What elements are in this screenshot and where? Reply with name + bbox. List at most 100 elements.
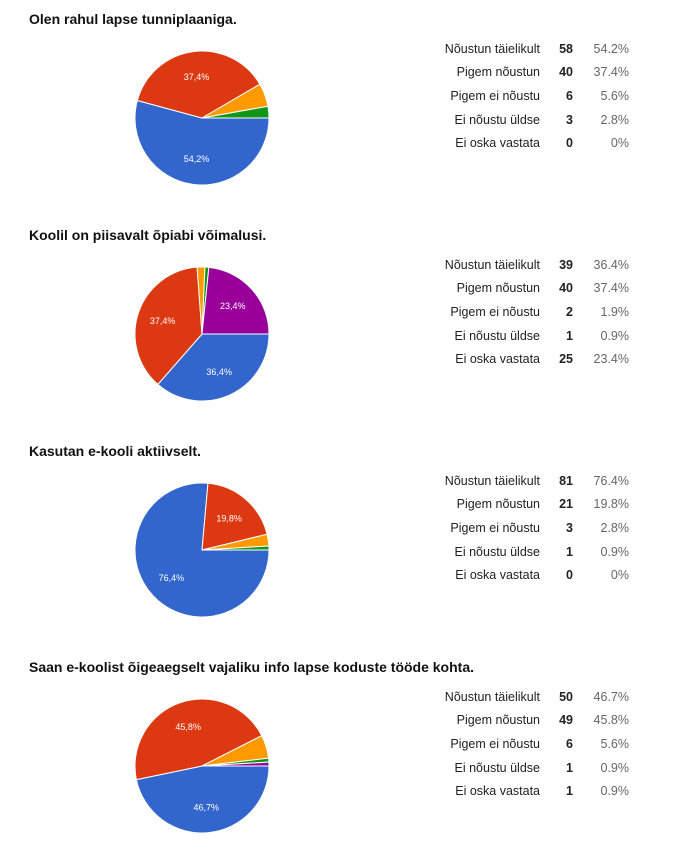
answer-label: Pigem ei nõustu — [450, 736, 540, 751]
answer-percent: 0.9% — [600, 328, 630, 343]
answer-label: Ei nõustu üldse — [454, 760, 540, 775]
pie-slice — [201, 761, 270, 767]
answer-count: 0 — [566, 568, 573, 583]
answer-count: 6 — [566, 88, 573, 103]
answer-label: Pigem ei nõustu — [450, 304, 540, 319]
answer-percent: 54.2% — [593, 41, 629, 56]
question-title: Saan e-koolist õigeaegselt vajaliku info… — [29, 659, 474, 675]
question-title: Olen rahul lapse tunniplaaniga. — [29, 11, 237, 27]
answer-count: 21 — [559, 497, 573, 512]
response-table: Nõustun täielikult 81 76.4% Pigem nõustun 21… — [420, 469, 629, 587]
slice-label: 19,8% — [216, 514, 242, 524]
response-row: Ei nõustu üldse 1 0.9% — [420, 324, 629, 348]
pie-slice — [134, 698, 263, 781]
response-row: Nõustun täielikult 39 36.4% — [420, 253, 629, 277]
answer-count: 0 — [566, 136, 573, 151]
pie-slice — [136, 50, 261, 119]
question-title: Kasutan e-kooli aktiivselt. — [29, 443, 201, 459]
answer-count: 40 — [559, 281, 573, 296]
slice-label: 37,4% — [184, 72, 210, 82]
slice-label: 45,8% — [175, 722, 201, 732]
answer-count: 1 — [566, 328, 573, 343]
response-row: Pigem nõustun 21 19.8% — [420, 493, 629, 517]
question-block-2: Koolil on piisavalt õpiabi võimalusi. 36… — [0, 216, 695, 432]
response-row: Ei oska vastata 25 23.4% — [420, 347, 629, 371]
answer-label: Ei oska vastata — [455, 784, 540, 799]
answer-label: Ei nõustu üldse — [454, 544, 540, 559]
answer-percent: 46.7% — [593, 689, 629, 704]
response-row: Pigem ei nõustu 6 5.6% — [420, 84, 629, 108]
pie-slice — [135, 765, 270, 834]
answer-count: 25 — [559, 352, 573, 367]
answer-percent: 5.6% — [600, 736, 630, 751]
answer-count: 49 — [559, 713, 573, 728]
pie-slice — [201, 105, 270, 119]
answer-percent: 0% — [610, 568, 629, 583]
answer-label: Pigem ei nõustu — [450, 520, 540, 535]
response-row: Ei oska vastata 0 0% — [420, 563, 629, 587]
response-table: Nõustun täielikult 50 46.7% Pigem nõustun 49… — [420, 685, 629, 803]
answer-count: 58 — [559, 41, 573, 56]
slice-label: 54,2% — [184, 154, 210, 164]
question-block-4: Saan e-koolist õigeaegselt vajaliku info… — [0, 648, 695, 864]
answer-label: Pigem ei nõustu — [450, 88, 540, 103]
answer-label: Nõustun täielikult — [444, 41, 540, 56]
answer-count: 1 — [566, 760, 573, 775]
answer-percent: 0% — [610, 136, 629, 151]
response-row: Pigem nõustun 40 37.4% — [420, 61, 629, 85]
answer-label: Nõustun täielikult — [444, 689, 540, 704]
answer-label: Ei oska vastata — [455, 352, 540, 367]
response-row: Nõustun täielikult 81 76.4% — [420, 469, 629, 493]
slice-label: 46,7% — [194, 802, 220, 812]
answer-count: 39 — [559, 257, 573, 272]
answer-percent: 0.9% — [600, 784, 630, 799]
answer-percent: 37.4% — [593, 65, 629, 80]
answer-label: Ei nõustu üldse — [454, 112, 540, 127]
answer-label: Pigem nõustun — [456, 281, 540, 296]
answer-label: Pigem nõustun — [456, 497, 540, 512]
question-title: Koolil on piisavalt õpiabi võimalusi. — [29, 227, 267, 243]
pie-slice — [134, 482, 270, 618]
question-block-1: Olen rahul lapse tunniplaaniga. 54,2% 37,… — [0, 0, 695, 216]
answer-label: Nõustun täielikult — [444, 257, 540, 272]
pie-slice — [201, 482, 268, 551]
answer-percent: 36.4% — [593, 257, 629, 272]
pie-slice — [157, 333, 270, 402]
answer-count: 1 — [566, 784, 573, 799]
pie-slice — [201, 545, 270, 551]
answer-count: 81 — [559, 473, 573, 488]
pie-chart: 76,4% 19,8% — [134, 482, 270, 618]
answer-count: 3 — [566, 520, 573, 535]
answer-percent: 76.4% — [593, 473, 629, 488]
answer-percent: 0.9% — [600, 760, 630, 775]
response-row: Pigem nõustun 40 37.4% — [420, 277, 629, 301]
pie-chart: 54,2% 37,4% — [134, 50, 270, 186]
answer-label: Ei oska vastata — [455, 136, 540, 151]
response-row: Ei oska vastata 0 0% — [420, 131, 629, 155]
slice-label: 23,4% — [220, 301, 246, 311]
answer-label: Ei nõustu üldse — [454, 328, 540, 343]
response-row: Pigem nõustun 49 45.8% — [420, 709, 629, 733]
response-row: Ei oska vastata 1 0.9% — [420, 779, 629, 803]
response-row: Ei nõustu üldse 3 2.8% — [420, 108, 629, 132]
pie-chart: 46,7% 45,8% — [134, 698, 270, 834]
response-table: Nõustun täielikult 58 54.2% Pigem nõustun 40… — [420, 37, 629, 155]
answer-percent: 45.8% — [593, 713, 629, 728]
answer-count: 2 — [566, 304, 573, 319]
answer-percent: 23.4% — [593, 352, 629, 367]
response-row: Nõustun täielikult 50 46.7% — [420, 685, 629, 709]
response-row: Pigem ei nõustu 3 2.8% — [420, 516, 629, 540]
response-row: Pigem ei nõustu 2 1.9% — [420, 300, 629, 324]
answer-percent: 5.6% — [600, 88, 630, 103]
question-block-3: Kasutan e-kooli aktiivselt. 76,4% 19,8% N… — [0, 432, 695, 648]
response-row: Pigem ei nõustu 6 5.6% — [420, 732, 629, 756]
answer-count: 6 — [566, 736, 573, 751]
response-table: Nõustun täielikult 39 36.4% Pigem nõustun 40… — [420, 253, 629, 371]
answer-count: 1 — [566, 544, 573, 559]
response-row: Ei nõustu üldse 1 0.9% — [420, 756, 629, 780]
answer-percent: 2.8% — [600, 520, 630, 535]
answer-count: 50 — [559, 689, 573, 704]
answer-label: Nõustun täielikult — [444, 473, 540, 488]
answer-percent: 19.8% — [593, 497, 629, 512]
pie-slice — [134, 99, 270, 186]
